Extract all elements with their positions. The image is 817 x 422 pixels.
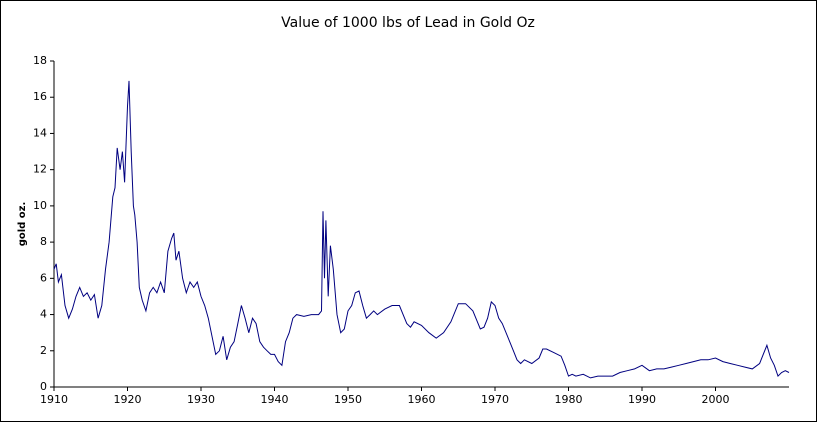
x-tick-label: 1940 bbox=[261, 393, 289, 406]
y-tick-label: 14 bbox=[33, 126, 47, 139]
y-tick-label: 8 bbox=[40, 235, 47, 248]
data-line bbox=[53, 80, 790, 379]
y-tick-label: 10 bbox=[33, 199, 47, 212]
chart-title: Value of 1000 lbs of Lead in Gold Oz bbox=[281, 15, 535, 31]
y-tick-label: 16 bbox=[33, 90, 47, 103]
y-tick-label: 12 bbox=[33, 163, 47, 176]
x-tick-label: 1910 bbox=[40, 393, 68, 406]
x-tick-label: 1950 bbox=[334, 393, 362, 406]
y-tick-label: 18 bbox=[33, 54, 47, 67]
y-axis-label: gold oz. bbox=[17, 202, 28, 247]
x-tick-label: 1960 bbox=[408, 393, 436, 406]
x-tick-label: 1920 bbox=[114, 393, 142, 406]
x-tick-label: 1930 bbox=[187, 393, 215, 406]
y-tick-label: 6 bbox=[40, 271, 47, 284]
x-tick-label: 2000 bbox=[702, 393, 730, 406]
x-tick-label: 1990 bbox=[628, 393, 656, 406]
x-tick-label: 1970 bbox=[481, 393, 509, 406]
y-tick-label: 0 bbox=[40, 380, 47, 393]
x-tick-label: 1980 bbox=[555, 393, 583, 406]
y-tick-label: 4 bbox=[40, 308, 47, 321]
y-tick-label: 2 bbox=[40, 344, 47, 357]
